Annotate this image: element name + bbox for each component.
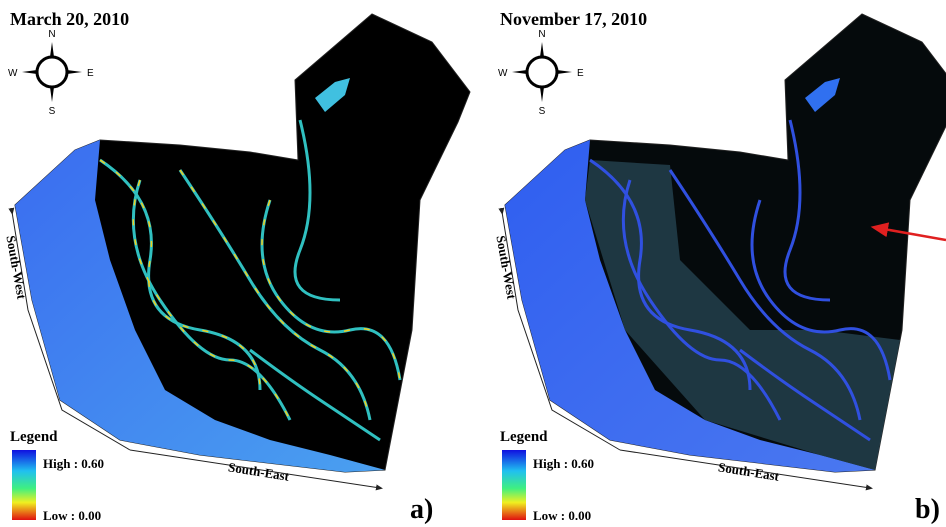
compass-w: W (8, 68, 18, 79)
figure: March 20, 2010NSEWSouth-WestSouth-EastLe… (0, 0, 946, 527)
legend-title: Legend (500, 429, 548, 445)
compass-e: E (87, 68, 94, 79)
map-panel: March 20, 2010NSEWSouth-WestSouth-EastLe… (3, 9, 470, 525)
panel-label: b) (915, 494, 940, 525)
panel-label: a) (410, 494, 433, 525)
compass-w: W (498, 68, 508, 79)
compass-s: S (49, 106, 56, 117)
compass-ring (527, 57, 557, 87)
legend-high: High : 0.60 (43, 456, 104, 471)
panel-date: March 20, 2010 (10, 9, 129, 29)
map-panel: November 17, 2010NSEWSouth-WestSouth-Eas… (493, 9, 946, 525)
compass-n: N (48, 29, 55, 40)
panel-date: November 17, 2010 (500, 9, 647, 29)
legend-low: Low : 0.00 (533, 508, 591, 523)
compass-s: S (539, 106, 546, 117)
compass-e: E (577, 68, 584, 79)
legend-title: Legend (10, 429, 58, 445)
legend-colorbar (12, 450, 36, 520)
legend-high: High : 0.60 (533, 456, 594, 471)
compass-ring (37, 57, 67, 87)
compass-n: N (538, 29, 545, 40)
legend-low: Low : 0.00 (43, 508, 101, 523)
legend-colorbar (502, 450, 526, 520)
